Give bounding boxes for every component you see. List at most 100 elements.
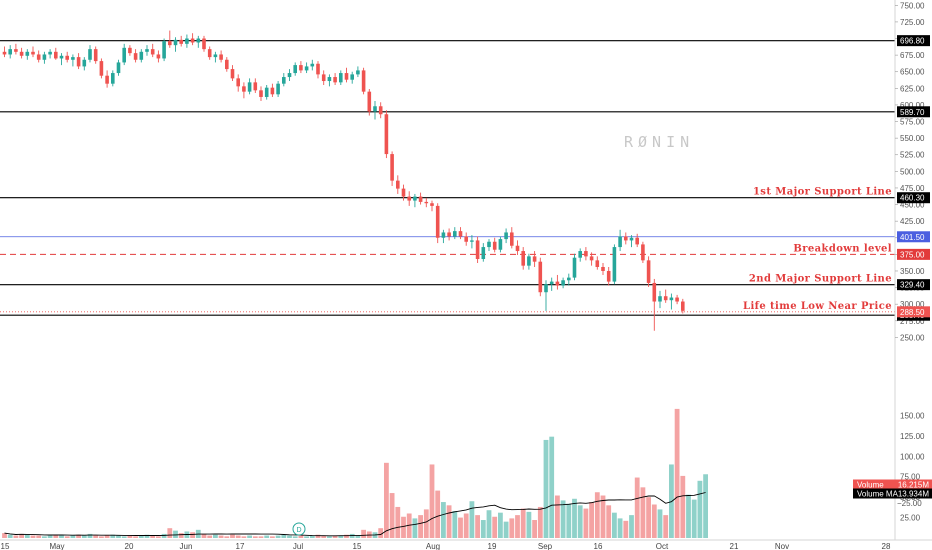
candle[interactable] <box>589 252 594 266</box>
candle[interactable] <box>185 34 189 48</box>
candle[interactable] <box>304 62 309 74</box>
candle[interactable] <box>481 243 486 262</box>
candle[interactable] <box>282 73 286 87</box>
candle[interactable] <box>606 266 611 286</box>
candle[interactable] <box>407 191 411 206</box>
candle[interactable] <box>681 298 685 314</box>
candle[interactable] <box>122 43 126 66</box>
candle[interactable] <box>373 100 377 120</box>
candle[interactable] <box>316 61 320 79</box>
candle[interactable] <box>675 294 679 305</box>
candle[interactable] <box>14 43 18 55</box>
candle[interactable] <box>42 51 47 64</box>
candle[interactable] <box>105 70 109 88</box>
candle[interactable] <box>145 45 149 56</box>
candle[interactable] <box>128 45 132 56</box>
candle[interactable] <box>242 82 246 99</box>
candle[interactable] <box>350 71 354 84</box>
candle[interactable] <box>601 263 605 275</box>
candle[interactable] <box>504 228 508 244</box>
candle[interactable] <box>441 229 446 244</box>
candle[interactable] <box>430 200 434 212</box>
candle[interactable] <box>492 237 497 253</box>
candle[interactable] <box>447 228 451 241</box>
candle[interactable] <box>458 227 463 240</box>
candle[interactable] <box>475 236 480 264</box>
candle[interactable] <box>658 290 662 309</box>
candle[interactable] <box>25 49 30 60</box>
candle[interactable] <box>190 33 195 46</box>
candle[interactable] <box>624 232 628 245</box>
candle[interactable] <box>584 247 588 261</box>
candle[interactable] <box>99 58 104 79</box>
candle[interactable] <box>236 74 240 92</box>
candle[interactable] <box>116 59 121 76</box>
candle[interactable] <box>287 69 292 82</box>
candle[interactable] <box>310 59 315 71</box>
candle[interactable] <box>111 70 115 87</box>
candle[interactable] <box>54 47 58 60</box>
candle[interactable] <box>396 175 400 194</box>
candle[interactable] <box>544 280 548 311</box>
candle[interactable] <box>669 293 674 310</box>
candle[interactable] <box>88 45 92 63</box>
candle[interactable] <box>65 51 69 63</box>
candle[interactable] <box>8 45 12 59</box>
candle[interactable] <box>641 241 645 264</box>
candle[interactable] <box>612 244 617 285</box>
candle[interactable] <box>527 253 531 270</box>
candle[interactable] <box>413 193 417 208</box>
candle[interactable] <box>202 35 206 52</box>
candle[interactable] <box>367 88 372 116</box>
candle[interactable] <box>196 35 201 48</box>
candle[interactable] <box>59 53 64 66</box>
candle[interactable] <box>652 278 657 331</box>
candle[interactable] <box>663 289 668 303</box>
candle[interactable] <box>2 46 7 58</box>
candle[interactable] <box>321 70 326 86</box>
candle[interactable] <box>378 102 383 119</box>
candle[interactable] <box>344 67 349 83</box>
candle[interactable] <box>225 57 229 72</box>
candle[interactable] <box>82 57 87 71</box>
candle[interactable] <box>555 274 560 290</box>
candle[interactable] <box>247 78 252 95</box>
candle[interactable] <box>538 257 543 297</box>
candle[interactable] <box>521 247 525 270</box>
candle[interactable] <box>572 253 577 281</box>
candle[interactable] <box>173 37 178 52</box>
candle[interactable] <box>156 50 161 63</box>
candle[interactable] <box>629 235 634 248</box>
candle[interactable] <box>162 38 166 62</box>
candle[interactable] <box>139 49 144 63</box>
candle[interactable] <box>253 78 258 93</box>
candle[interactable] <box>510 227 514 249</box>
candle[interactable] <box>487 239 491 252</box>
candle[interactable] <box>339 70 343 86</box>
indicator-badge[interactable]: D <box>292 522 306 536</box>
candle[interactable] <box>76 53 81 70</box>
candle[interactable] <box>567 273 571 286</box>
candle[interactable] <box>418 192 423 205</box>
candle[interactable] <box>635 233 639 248</box>
candle[interactable] <box>424 197 429 208</box>
candle[interactable] <box>464 232 468 246</box>
candle[interactable] <box>230 65 235 82</box>
candle[interactable] <box>36 50 41 63</box>
candle[interactable] <box>401 184 406 201</box>
candle[interactable] <box>276 81 280 97</box>
candle[interactable] <box>219 50 223 63</box>
candle[interactable] <box>293 62 297 76</box>
candle[interactable] <box>384 110 389 159</box>
candle[interactable] <box>150 43 155 58</box>
candle[interactable] <box>561 277 565 289</box>
candle[interactable] <box>333 73 337 86</box>
candle[interactable] <box>453 227 457 240</box>
candle[interactable] <box>71 54 75 67</box>
candle[interactable] <box>93 46 98 64</box>
candle[interactable] <box>549 277 554 291</box>
candle[interactable] <box>48 49 52 59</box>
candle[interactable] <box>578 248 582 262</box>
candle[interactable] <box>168 30 172 48</box>
